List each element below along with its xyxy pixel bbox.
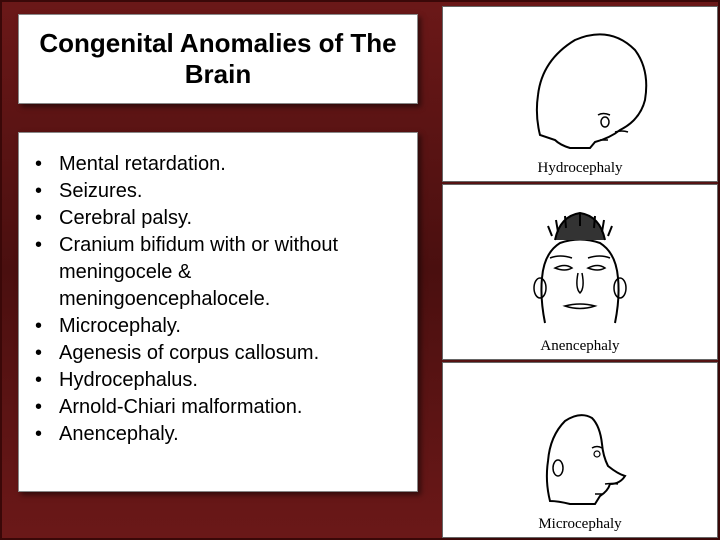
images-column: Hydrocephaly Anencephaly [442,6,718,538]
bullet-text: Cerebral palsy. [59,205,401,232]
bullet-text: Agenesis of corpus callosum. [59,340,401,367]
image-caption: Microcephaly [538,516,621,533]
image-caption: Hydrocephaly [538,160,623,177]
list-item: •Seizures. [35,178,401,205]
bullet-text: Cranium bifidum with or without meningoc… [59,232,401,313]
content-box: •Mental retardation. •Seizures. •Cerebra… [18,132,418,492]
list-item: •Cranium bifidum with or without meningo… [35,232,401,313]
title-box: Congenital Anomalies of The Brain [18,14,418,104]
list-item: •Anencephaly. [35,421,401,448]
image-panel-microcephaly: Microcephaly [442,362,718,538]
bullet-text: Anencephaly. [59,421,401,448]
microcephaly-drawing [447,367,713,514]
bullet-text: Seizures. [59,178,401,205]
bullet-text: Mental retardation. [59,151,401,178]
hydrocephaly-drawing [447,11,713,158]
list-item: •Hydrocephalus. [35,367,401,394]
list-item: •Cerebral palsy. [35,205,401,232]
list-item: •Arnold-Chiari malformation. [35,394,401,421]
anencephaly-drawing [447,189,713,336]
image-panel-hydrocephaly: Hydrocephaly [442,6,718,182]
image-caption: Anencephaly [540,338,619,355]
bullet-text: Microcephaly. [59,313,401,340]
slide-title: Congenital Anomalies of The Brain [19,28,417,90]
image-panel-anencephaly: Anencephaly [442,184,718,360]
list-item: •Agenesis of corpus callosum. [35,340,401,367]
bullet-list: •Mental retardation. •Seizures. •Cerebra… [35,151,401,448]
list-item: •Microcephaly. [35,313,401,340]
bullet-text: Hydrocephalus. [59,367,401,394]
list-item: •Mental retardation. [35,151,401,178]
bullet-text: Arnold-Chiari malformation. [59,394,401,421]
